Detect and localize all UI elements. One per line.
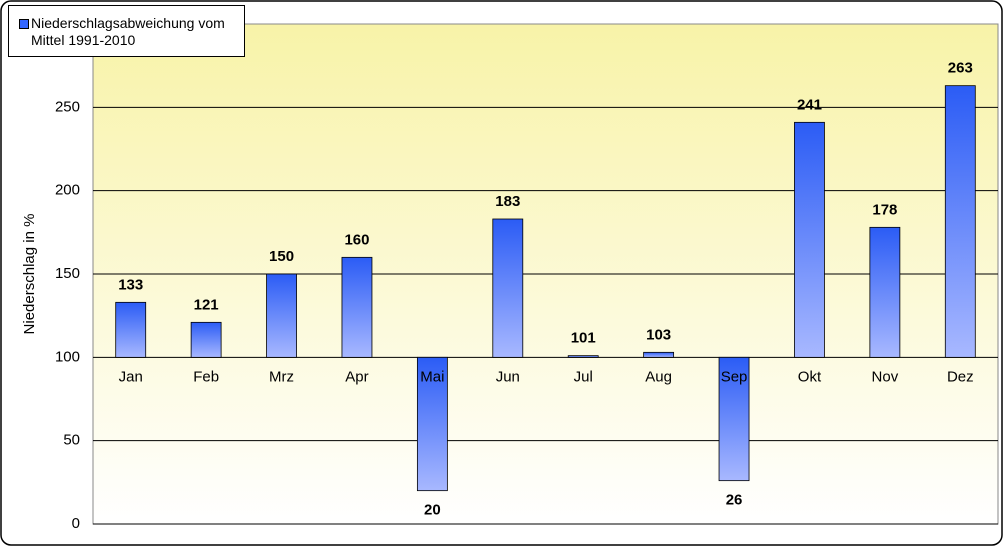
x-tick-label: Jan [119,368,143,385]
x-tick-label: Jul [574,368,593,385]
bar [341,256,373,358]
data-label: 26 [726,492,743,509]
y-axis-title: Niederschlag in % [21,214,38,335]
x-tick-label: Sep [721,368,748,385]
legend: Niederschlagsabweichung vom Mittel 1991-… [8,5,245,57]
y-tick-label: 50 [63,432,80,449]
legend-key [19,19,29,29]
data-label: 133 [118,276,143,293]
data-label: 103 [646,326,671,343]
data-label: 241 [797,96,822,113]
x-tick-label: Mai [420,368,444,385]
bar [718,356,750,482]
bar [190,321,222,358]
data-label: 160 [344,231,369,248]
data-label: 20 [424,502,441,519]
x-tick-label: Jun [496,368,520,385]
bar [643,351,675,358]
data-label: 178 [872,201,897,218]
x-tick-label: Mrz [269,368,294,385]
x-tick-label: Feb [193,368,219,385]
bar [115,301,147,358]
bar [794,121,825,358]
y-tick-label: 0 [72,515,80,532]
y-tick-label: 100 [55,348,80,365]
x-tick-label: Dez [947,368,974,385]
bar [266,273,297,358]
bar [869,226,901,358]
x-tick-label: Aug [645,368,672,385]
data-label: 183 [495,193,520,210]
data-label: 263 [948,60,973,77]
data-label: 121 [194,296,219,313]
bar [492,218,524,358]
bar [416,356,448,492]
y-tick-label: 200 [55,182,80,199]
y-tick-label: 150 [55,265,80,282]
bar [944,85,976,358]
bar [567,355,599,358]
x-tick-label: Nov [872,368,899,385]
y-tick-label: 250 [55,98,80,115]
data-label: 150 [269,248,294,265]
data-label: 101 [571,330,596,347]
legend-label: Niederschlagsabweichung vom Mittel 1991-… [31,15,225,48]
x-tick-label: Okt [798,368,822,385]
x-tick-label: Apr [345,368,368,385]
